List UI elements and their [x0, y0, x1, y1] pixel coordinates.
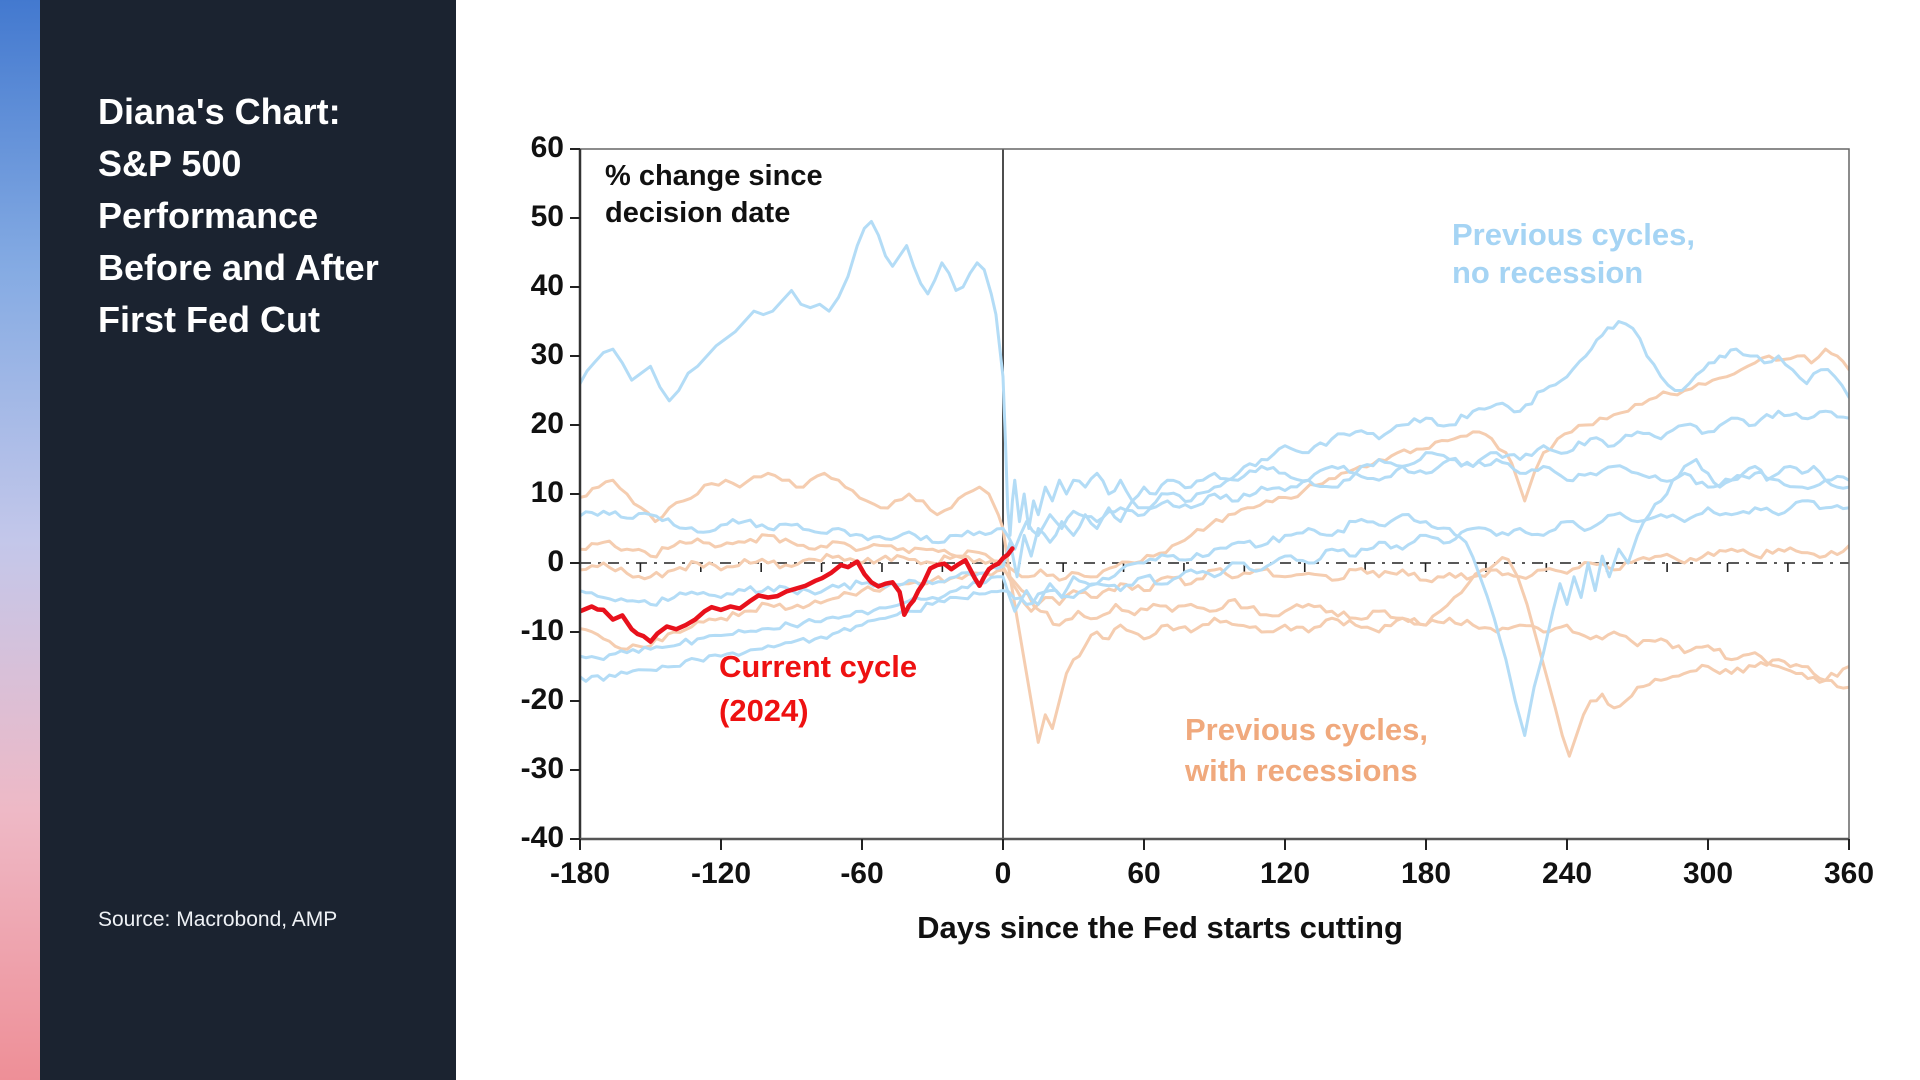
annotation-pct-change-line2: decision date — [605, 197, 791, 229]
series-recession-1 — [580, 471, 1849, 758]
y-tick-label: -30 — [520, 752, 564, 785]
left-gradient-strip — [0, 0, 40, 1080]
x-tick-label: 240 — [1541, 857, 1593, 890]
annotation-current-cycle: Current cycle (2024) — [719, 645, 917, 733]
x-tick-label: 60 — [1127, 857, 1161, 890]
annotation-current-cycle-line1: Current cycle — [719, 649, 918, 684]
sidebar: Diana's Chart: S&P 500 Performance Befor… — [40, 0, 456, 1080]
series-no-recession-2 — [580, 409, 1849, 551]
series-no-recession-3 — [580, 320, 1849, 607]
chart-canvas — [570, 148, 1850, 850]
page-title: Diana's Chart: S&P 500 Performance Befor… — [98, 91, 379, 340]
x-tick-label: -120 — [690, 857, 752, 890]
series-recession-2 — [580, 347, 1849, 582]
y-tick-label: -20 — [520, 683, 564, 716]
annotation-pct-change-line1: % change since — [605, 160, 823, 192]
series-no-recession-5 — [580, 499, 1849, 683]
annotation-with-recessions: Previous cycles, with recessions — [1185, 709, 1428, 791]
annotation-with-recessions-line2: with recessions — [1185, 753, 1418, 788]
annotation-current-cycle-line2: (2024) — [719, 693, 809, 728]
y-tick-label: 10 — [530, 476, 564, 509]
annotation-no-recession: Previous cycles, no recession — [1452, 216, 1695, 292]
y-tick-label: 20 — [530, 407, 564, 440]
series-recession-3 — [580, 568, 1849, 690]
series-current-2024 — [580, 546, 1015, 644]
annotation-no-recession-line1: Previous cycles, — [1452, 217, 1695, 252]
x-tick-label: 180 — [1400, 857, 1452, 890]
x-tick-label: 120 — [1259, 857, 1311, 890]
chart-plot-area — [570, 148, 1850, 850]
y-tick-label: 40 — [530, 269, 564, 302]
x-tick-label: 360 — [1823, 857, 1875, 890]
x-tick-label: -60 — [840, 857, 884, 890]
x-tick-label: -180 — [549, 857, 611, 890]
series-recession-4 — [580, 533, 1849, 613]
x-tick-label: 0 — [994, 857, 1012, 890]
annotation-with-recessions-line1: Previous cycles, — [1185, 712, 1428, 747]
y-tick-label: 60 — [530, 131, 564, 164]
series-no-recession-1 — [580, 219, 1849, 537]
x-tick-label: 300 — [1682, 857, 1734, 890]
y-tick-label: 50 — [530, 200, 564, 233]
x-axis-title: Days since the Fed starts cutting — [917, 910, 1403, 945]
y-tick-label: -10 — [520, 614, 564, 647]
y-tick-label: -40 — [520, 821, 564, 854]
source-attribution: Source: Macrobond, AMP — [98, 908, 338, 931]
y-tick-label: 30 — [530, 338, 564, 371]
annotation-pct-change: % change since decision date — [605, 158, 823, 232]
y-tick-label: 0 — [547, 545, 564, 578]
annotation-no-recession-line2: no recession — [1452, 255, 1644, 290]
